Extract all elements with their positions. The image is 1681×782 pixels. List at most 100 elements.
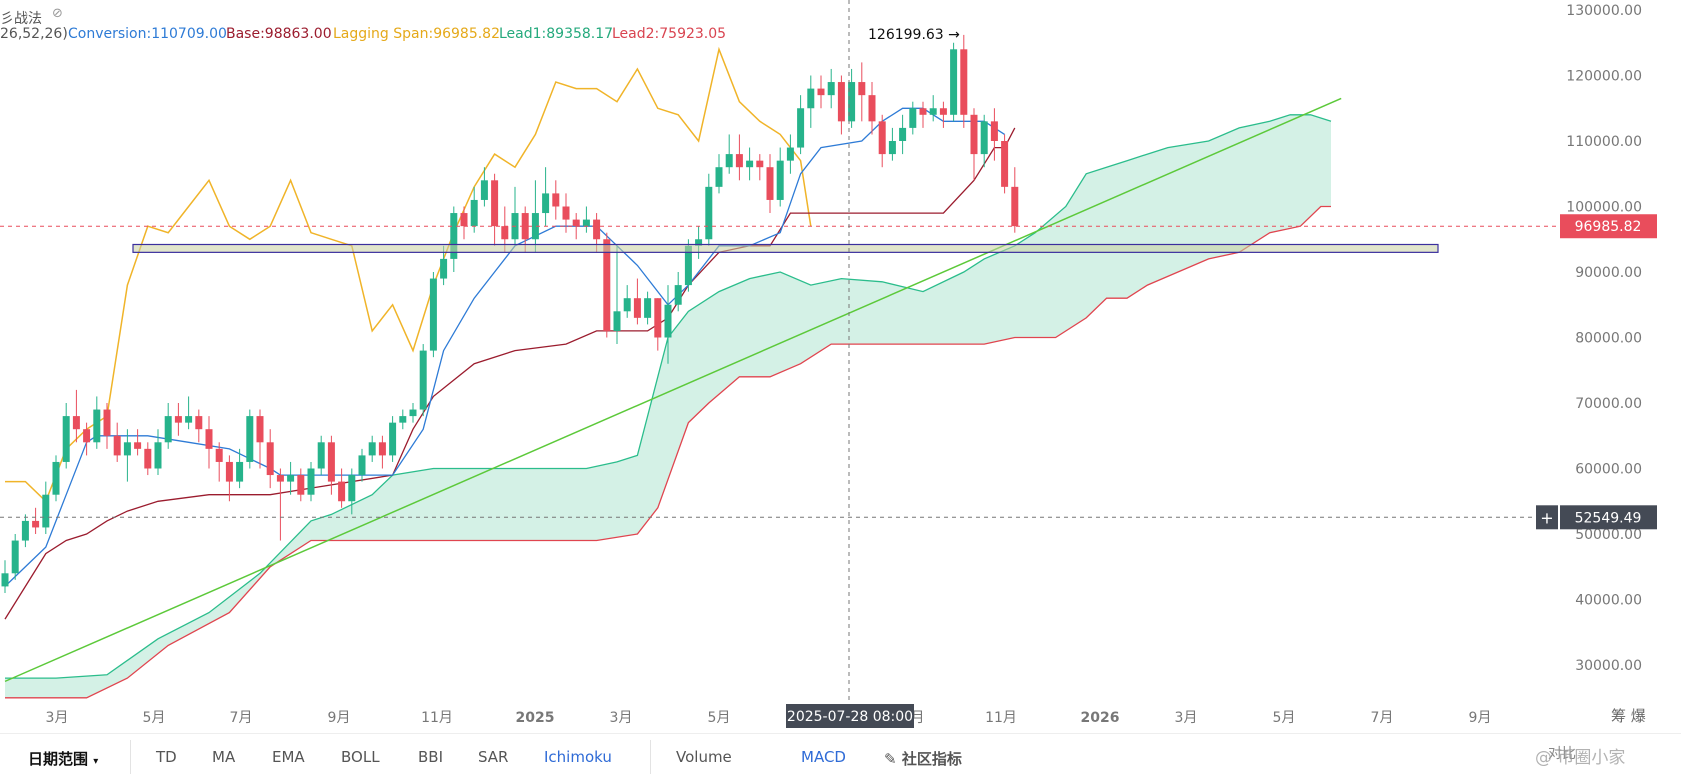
- y-tick-label: 110000.00: [1566, 134, 1642, 150]
- tab-bbi[interactable]: BBI: [418, 748, 444, 766]
- candle-body: [970, 114, 978, 155]
- y-tick-label: 50000.00: [1575, 527, 1642, 543]
- candle-body: [52, 461, 60, 495]
- candle-body: [113, 435, 121, 456]
- candle-body: [746, 160, 754, 168]
- legend-title: 彡战法: [0, 11, 42, 27]
- ichimoku-cloud: [5, 114, 1331, 698]
- candle-body: [960, 49, 968, 115]
- candle-body: [389, 422, 397, 456]
- candle-body: [582, 219, 590, 227]
- tab-macd[interactable]: MACD: [801, 748, 846, 766]
- community-indicator-button[interactable]: ✎ 社区指标: [884, 748, 962, 769]
- tab-ma[interactable]: MA: [212, 748, 236, 766]
- candle-body: [542, 193, 550, 214]
- eye-off-icon[interactable]: ⊘: [52, 6, 63, 21]
- tab-td[interactable]: TD: [156, 748, 177, 766]
- price-tag-label: 96985.82: [1575, 219, 1642, 235]
- x-tick-label: 5月: [143, 710, 166, 726]
- tab-sar[interactable]: SAR: [478, 748, 509, 766]
- base-line: [4, 127, 1016, 620]
- compare-label[interactable]: 对比: [1548, 746, 1576, 762]
- edit-icon: ✎: [884, 750, 897, 768]
- legend-params: 26,52,26): [0, 26, 68, 42]
- x-tick-label: 7月: [230, 710, 253, 726]
- candle-body: [103, 409, 111, 436]
- price-axis: 130000.00 120000.00 110000.00 100000.00 9000…: [1536, 3, 1657, 674]
- candle-body: [266, 442, 274, 476]
- chevron-down-icon: ▾: [93, 756, 99, 767]
- y-tick-label: 120000.00: [1566, 69, 1642, 85]
- watermark: @ 币圈小家: [1535, 748, 1626, 768]
- candle-body: [195, 416, 203, 430]
- candle-body: [725, 154, 733, 168]
- legend-lead2: Lead2:75923.05: [612, 26, 727, 42]
- tab-ichimoku[interactable]: Ichimoku: [544, 748, 612, 766]
- candle-body: [715, 167, 723, 187]
- candle-body: [429, 278, 437, 351]
- candle-body: [909, 108, 917, 128]
- candle-body: [42, 494, 50, 528]
- candle-body: [888, 141, 896, 155]
- x-tick-label: 9月: [328, 710, 351, 726]
- legend-lead1: Lead1:89358.17: [499, 26, 614, 42]
- candle-body: [83, 429, 91, 443]
- candle-body: [338, 481, 346, 502]
- candle-body: [939, 108, 947, 115]
- candle-body: [817, 88, 825, 96]
- y-tick-label: 90000.00: [1575, 265, 1642, 281]
- candle-body: [827, 82, 835, 96]
- candle-body: [899, 127, 907, 141]
- tab-ema[interactable]: EMA: [272, 748, 305, 766]
- candle-body: [399, 416, 407, 423]
- candle-body: [766, 167, 774, 200]
- candlesticks: [1, 34, 1019, 593]
- candle-body: [684, 245, 692, 286]
- high-annotation: 126199.63 →: [868, 27, 960, 43]
- candle-body: [786, 147, 794, 161]
- candle-body: [664, 304, 672, 338]
- tab-volume[interactable]: Volume: [676, 748, 732, 766]
- candle-body: [174, 416, 182, 423]
- candle-body: [246, 416, 254, 462]
- y-tick-label: 130000.00: [1566, 3, 1642, 19]
- y-tick-label: 30000.00: [1575, 658, 1642, 674]
- crosshair-price-label: 52549.49: [1575, 510, 1642, 526]
- date-range-label: 日期范围: [28, 750, 89, 768]
- candle-body: [521, 213, 529, 240]
- candle-body: [21, 520, 29, 541]
- candle-body: [419, 350, 427, 410]
- x-tick-label: 5月: [708, 710, 731, 726]
- candle-body: [276, 475, 284, 482]
- candle-body: [307, 468, 315, 495]
- trendline: [4, 97, 1342, 683]
- legend-base: Base:98863.00: [226, 26, 332, 42]
- community-label: 社区指标: [901, 750, 962, 768]
- date-range-button[interactable]: 日期范围 ▾: [28, 748, 98, 769]
- side-label-top[interactable]: 筹 爆: [1611, 707, 1646, 725]
- candle-body: [164, 416, 172, 443]
- tab-boll[interactable]: BOLL: [341, 748, 380, 766]
- y-tick-label: 100000.00: [1566, 200, 1642, 216]
- candle-body: [756, 160, 764, 168]
- candle-body: [797, 108, 805, 148]
- candle-body: [460, 213, 468, 227]
- crosshair-time-label: 2025-07-28 08:00: [787, 709, 913, 725]
- crosshair-time-bg: [786, 704, 914, 728]
- candle-body: [93, 409, 101, 443]
- candle-body: [287, 475, 295, 482]
- x-tick-label: 3月: [610, 710, 633, 726]
- candle-body: [297, 475, 305, 495]
- indicator-toolbar: 日期范围 ▾ TD MA EMA BOLL BBI SAR Ichimoku V…: [0, 733, 1681, 782]
- candle-body: [674, 285, 682, 305]
- candle-body: [644, 298, 652, 318]
- candle-body: [603, 239, 611, 331]
- x-tick-label: 2026: [1081, 710, 1120, 726]
- x-tick-label: 5月: [1273, 710, 1296, 726]
- candle-body: [317, 442, 325, 469]
- time-axis: 3月5月7月9月11月20253月5月7月9月11月20263月5月7月9月20…: [46, 704, 1491, 728]
- candle-body: [72, 416, 80, 430]
- candle-body: [980, 121, 988, 155]
- candle-body: [919, 108, 927, 115]
